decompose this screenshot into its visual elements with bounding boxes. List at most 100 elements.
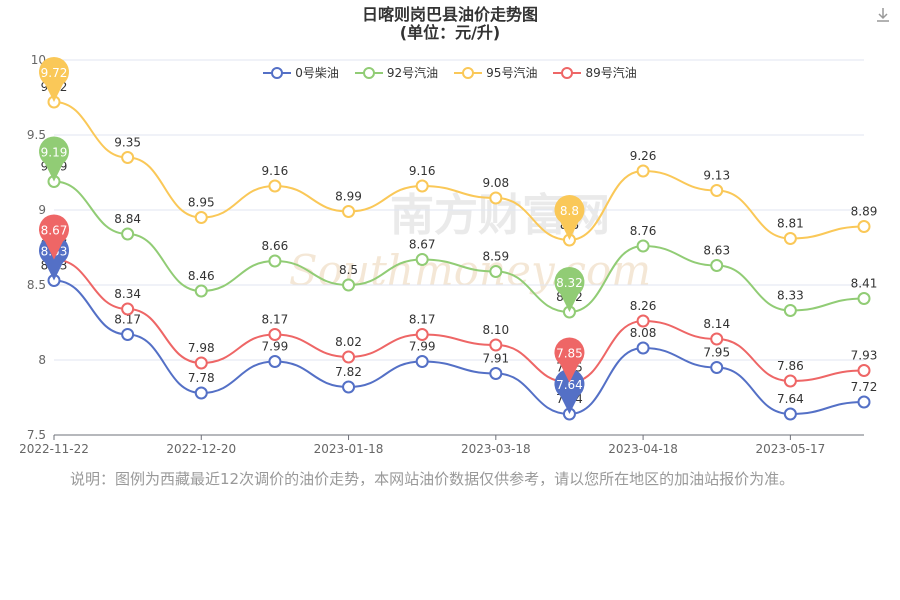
data-point	[636, 239, 650, 253]
data-point	[342, 350, 356, 364]
data-point	[415, 355, 429, 368]
data-label: 8.66	[262, 239, 289, 253]
data-label: 7.95	[703, 346, 730, 360]
data-label: 8.08	[630, 326, 657, 340]
pin-shape	[554, 337, 585, 383]
data-point	[489, 265, 503, 278]
legend-marker-icon	[454, 66, 483, 79]
data-point	[268, 254, 282, 268]
legend-label: 95号汽油	[486, 66, 538, 80]
data-label: 8.67	[409, 238, 436, 252]
download-icon[interactable]	[874, 6, 892, 24]
data-point	[121, 302, 135, 316]
pin-shape	[39, 136, 70, 182]
data-label: 8.95	[188, 196, 215, 210]
data-point	[415, 253, 429, 266]
pin-label: 7.85	[556, 347, 583, 361]
data-label: 7.91	[482, 352, 509, 366]
data-point	[489, 338, 503, 352]
data-label: 8.99	[335, 190, 362, 204]
data-point	[268, 328, 282, 341]
pin-label: 7.64	[556, 378, 583, 392]
data-label: 8.17	[409, 313, 436, 327]
y-tick-label: 8	[38, 353, 46, 367]
chart-title-line2: (单位：元/升)	[399, 23, 501, 42]
data-point	[415, 179, 429, 193]
data-point	[783, 232, 797, 245]
pin-marker: 8.8	[554, 195, 585, 240]
pin-label: 8.8	[560, 204, 579, 218]
data-point	[783, 304, 797, 317]
data-point	[857, 292, 871, 305]
pin-marker: 9.72	[39, 57, 70, 102]
pin-marker: 7.85	[554, 337, 585, 383]
legend-item[interactable]: 0号柴油	[263, 64, 339, 81]
data-label: 7.78	[188, 371, 215, 385]
data-label: 9.08	[482, 176, 509, 190]
data-point	[342, 205, 356, 218]
pin-marker: 8.32	[554, 267, 585, 312]
data-label: 8.46	[188, 269, 215, 283]
data-label: 8.17	[262, 313, 289, 327]
x-tick-label: 2022-12-20	[166, 442, 236, 456]
data-label: 9.13	[703, 169, 730, 183]
chart-legend: 0号柴油 92号汽油 95号汽油 89号汽油	[0, 64, 900, 81]
x-tick-label: 2023-03-18	[461, 442, 531, 456]
data-label: 8.63	[703, 244, 730, 258]
data-label: 9.16	[262, 164, 289, 178]
data-point	[710, 184, 724, 197]
y-tick-label: 7.5	[27, 428, 46, 442]
legend-label: 89号汽油	[585, 66, 637, 80]
legend-item[interactable]: 92号汽油	[354, 64, 439, 81]
legend-label: 92号汽油	[386, 66, 439, 80]
data-label: 9.26	[630, 149, 657, 163]
data-point	[636, 314, 650, 328]
data-point	[121, 227, 135, 241]
legend-item[interactable]: 95号汽油	[454, 64, 537, 81]
data-label: 7.93	[851, 349, 878, 363]
data-point	[783, 374, 797, 388]
data-point	[783, 407, 797, 421]
pin-label: 8.67	[41, 224, 68, 238]
x-tick-label: 2023-05-17	[755, 442, 825, 456]
data-point	[268, 355, 282, 368]
y-tick-label: 8.5	[27, 278, 46, 292]
data-point	[710, 361, 724, 374]
pin-label: 9.19	[41, 146, 68, 160]
x-tick-label: 2023-01-18	[314, 442, 384, 456]
legend-item[interactable]: 89号汽油	[553, 64, 637, 81]
data-label: 8.59	[482, 250, 509, 264]
data-label: 8.5	[339, 263, 358, 277]
pin-shape	[39, 57, 70, 102]
data-point	[857, 364, 871, 377]
data-label: 8.33	[777, 289, 804, 303]
legend-label: 0号柴油	[295, 66, 339, 80]
data-point	[489, 191, 503, 205]
data-label: 7.86	[777, 359, 804, 373]
data-point	[194, 356, 208, 370]
legend-marker-icon	[263, 66, 292, 79]
x-tick-label: 2022-11-22	[19, 442, 89, 456]
pin-marker: 8.67	[39, 214, 70, 260]
data-label: 8.89	[851, 205, 878, 219]
pin-marker: 7.64	[554, 369, 585, 414]
legend-marker-icon	[354, 66, 383, 79]
data-label: 7.64	[777, 392, 804, 406]
data-point	[268, 179, 282, 193]
data-label: 7.72	[851, 380, 878, 394]
data-label: 7.82	[335, 365, 362, 379]
data-point	[342, 380, 356, 394]
y-tick-label: 9	[38, 203, 46, 217]
data-label: 7.99	[409, 340, 436, 354]
data-label: 8.17	[114, 313, 141, 327]
data-point	[489, 367, 503, 380]
y-tick-label: 9.5	[27, 128, 46, 142]
pin-shape	[554, 369, 585, 414]
data-label: 8.84	[114, 212, 141, 226]
x-tick-label: 2023-04-18	[608, 442, 678, 456]
data-point	[121, 151, 135, 164]
pin-shape	[554, 195, 585, 240]
data-label: 8.76	[630, 224, 657, 238]
data-label: 8.41	[851, 277, 878, 291]
